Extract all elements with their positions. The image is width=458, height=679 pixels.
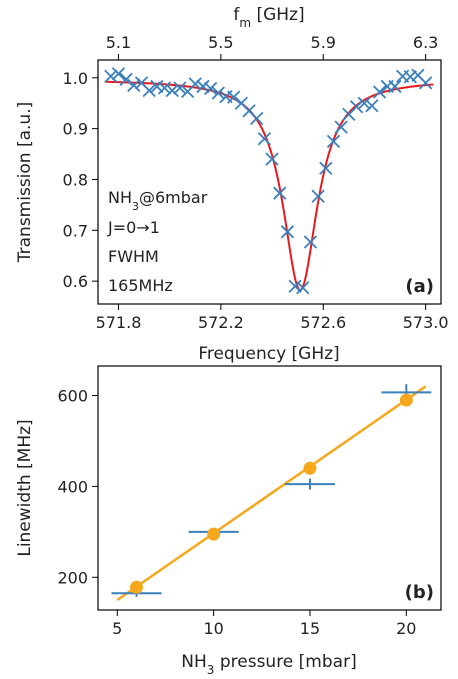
transmission-point [142, 83, 156, 98]
b-x-tick-label: 20 [396, 619, 416, 638]
transmission-point [280, 225, 295, 239]
transmission-point [165, 83, 179, 98]
transmission-point [273, 186, 287, 200]
b-y-tick-label: 400 [57, 477, 88, 496]
b-x-tick-label: 5 [112, 619, 122, 638]
transmission-point [265, 152, 279, 166]
a-x-tick-label: 572.6 [300, 313, 346, 332]
transmission-point [211, 86, 225, 100]
top-x-axis-label-subscript: m [239, 16, 251, 30]
linear-fit-line [116, 385, 427, 602]
annotation-fwhm-label: FWHM [108, 247, 159, 266]
y-axis-label-a: Transmission [a.u.] [15, 102, 35, 264]
transmission-point [104, 69, 118, 83]
transmission-point [203, 81, 218, 96]
top-x-axis-label: fm [GHz] [233, 5, 304, 30]
transmission-point [388, 79, 402, 94]
transmission-point [349, 100, 364, 114]
b-y-tick-label: 600 [57, 387, 88, 406]
transmission-point [372, 85, 387, 99]
b-x-tick-label: 15 [300, 619, 320, 638]
a-top-x-tick-label: 5.5 [208, 33, 233, 52]
linewidth-fit-point [303, 461, 317, 475]
plot-frame-a [97, 59, 442, 305]
plot-frame-b [97, 365, 442, 611]
a-top-x-tick-label: 6.3 [413, 33, 438, 52]
fit-line-layer-b [116, 385, 427, 602]
x-axis-label-a: Frequency [GHz] [198, 344, 339, 364]
tick-layer-b: 5 10 15 20 200 400 600 [57, 387, 416, 638]
transmission-point [357, 96, 371, 110]
transmission-point [127, 78, 141, 93]
annotation-transition: J=0→1 [107, 218, 160, 237]
transmission-point [188, 77, 202, 91]
a-y-tick-label: 0.8 [63, 170, 88, 189]
a-y-tick-label: 0.6 [63, 272, 88, 291]
transmission-point [250, 111, 264, 126]
panel-a: 571.8 572.2 572.6 573.0 0.6 0.7 0.8 0.9 1.0 5.1 5.… [15, 5, 449, 364]
transmission-point [334, 120, 348, 134]
a-x-tick-label: 572.2 [198, 313, 244, 332]
annotation-fwhm-value: 165MHz [108, 276, 173, 295]
a-x-tick-label: 571.8 [96, 313, 142, 332]
a-top-x-tick-label: 5.9 [311, 33, 336, 52]
linewidth-fit-point [130, 580, 144, 594]
transmission-point [319, 161, 333, 175]
linewidth-fit-point [207, 527, 221, 541]
x-axis-label-b: NH3 pressure [mbar] [181, 652, 356, 677]
b-x-tick-label: 10 [203, 619, 223, 638]
linewidth-fit-point [399, 393, 413, 407]
panel-b: 5 10 15 20 200 400 600 NH3 pressure [mbar] Lin… [15, 365, 442, 677]
panel-label-b: (b) [405, 582, 434, 603]
a-top-x-tick-label: 5.1 [106, 33, 131, 52]
panel-label-a: (a) [405, 276, 434, 297]
tick-layer-a: 571.8 572.2 572.6 573.0 0.6 0.7 0.8 0.9 1.0 5.1 5.… [63, 33, 449, 332]
data-marks-layer-a [104, 67, 433, 295]
a-y-tick-label: 0.9 [63, 120, 88, 139]
transmission-point [196, 79, 210, 94]
transmission-point [157, 81, 172, 95]
b-y-tick-label: 200 [57, 568, 88, 587]
transmission-point [227, 90, 241, 104]
transmission-point [119, 72, 133, 86]
y-axis-label-b: Linewidth [MHz] [15, 419, 35, 556]
transmission-point [173, 81, 187, 95]
a-x-tick-label: 573.0 [403, 313, 449, 332]
a-y-tick-label: 1.0 [63, 69, 88, 88]
annotation-molecule: NH3@6mbar [108, 188, 208, 213]
transmission-point [326, 134, 341, 148]
linewidth-errorbar-point [284, 478, 336, 490]
transmission-point [365, 99, 379, 113]
transmission-point [257, 132, 272, 146]
x-axis-label-b-subscript: 3 [207, 663, 215, 677]
transmission-point [419, 76, 433, 90]
a-y-tick-label: 0.7 [63, 221, 88, 240]
data-marks-layer-b [111, 384, 432, 597]
transmission-point [303, 235, 318, 249]
transmission-point [111, 67, 126, 81]
transmission-point [311, 189, 325, 203]
transmission-point [296, 281, 310, 295]
